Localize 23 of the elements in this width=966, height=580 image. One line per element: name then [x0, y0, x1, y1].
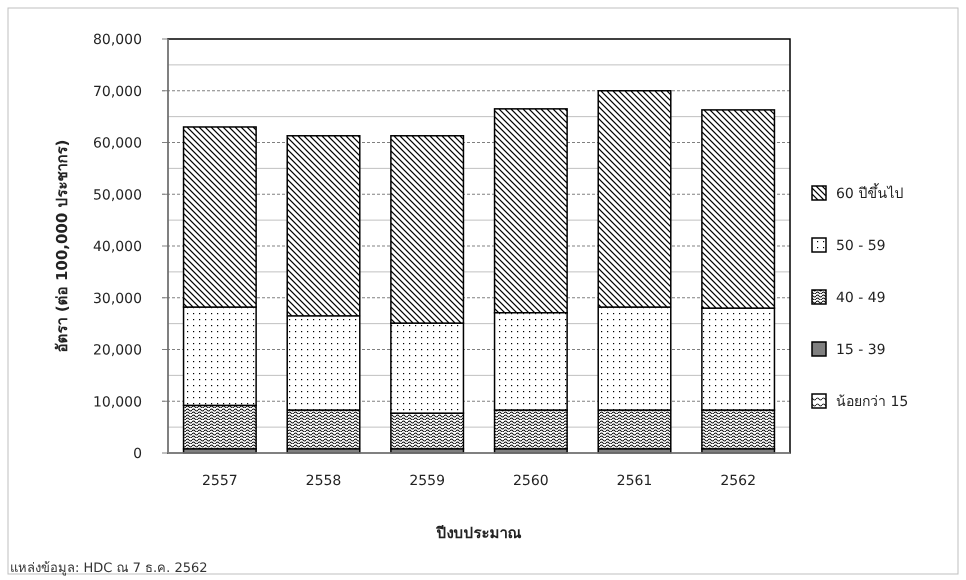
- y-axis-title: อัตรา (ต่อ 100,000 ประชากร): [53, 140, 71, 352]
- y-tick-label: 40,000: [93, 239, 142, 255]
- text: แหล่งข้อมูล: HDC ณ 7 ธ.ค. 2562: [10, 561, 208, 576]
- legend-label: น้อยกว่า 15: [836, 394, 908, 410]
- x-tick-label: 2562: [720, 473, 756, 489]
- y-tick-label: 0: [133, 446, 142, 462]
- legend-label: 40 - 49: [836, 290, 886, 306]
- legend-label: 60 ปีขึ้นไป: [836, 183, 904, 202]
- x-tick-label: 2559: [409, 473, 445, 489]
- y-tick-label: 30,000: [93, 290, 142, 307]
- y-tick-label: 10,000: [93, 394, 142, 410]
- x-tick-label: 2560: [513, 473, 549, 489]
- x-tick-label: 2558: [306, 473, 342, 489]
- y-tick-label: 80,000: [93, 32, 142, 48]
- y-tick-label: 50,000: [93, 187, 142, 204]
- x-axis-title: ปีงบประมาณ: [436, 524, 522, 542]
- y-tick-label: 70,000: [93, 84, 142, 100]
- legend-label: 15 - 39: [836, 342, 886, 358]
- y-tick-label: 20,000: [93, 342, 142, 358]
- legend-label: 50 - 59: [836, 238, 886, 254]
- x-tick-label: 2561: [616, 473, 652, 489]
- x-tick-label: 2557: [202, 473, 238, 489]
- y-tick-label: 60,000: [93, 136, 142, 152]
